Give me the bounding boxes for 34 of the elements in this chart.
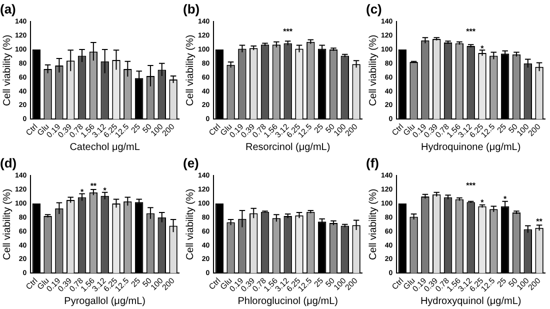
annotation: **	[536, 216, 544, 226]
annotation: *	[504, 194, 508, 204]
x-tick-label: 25	[312, 276, 326, 289]
x-axis-title: Resorcinol (μg/mL)	[245, 142, 330, 153]
chart-title: (f)	[366, 155, 379, 170]
x-tick-label: 25	[129, 276, 142, 289]
annotation: *	[480, 44, 485, 53]
y-axis-title: Cell viability (%)	[184, 34, 196, 106]
x-axis-title: Phloroglucinol (μg/mL)	[238, 296, 338, 307]
chart-title: (e)	[183, 155, 199, 170]
annotation: **	[90, 181, 98, 190]
chart-title: (d)	[0, 155, 17, 170]
x-tick-label: 25	[495, 122, 508, 135]
x-axis-title: Pyrogallol (μg/mL)	[64, 296, 146, 307]
x-tick-label: 25	[495, 276, 508, 289]
y-axis-title: Cell viability (%)	[2, 34, 13, 106]
chart-title: (c)	[366, 1, 382, 16]
x-axis-title: Catechol μg/mL	[70, 142, 140, 153]
annotation: *	[80, 188, 84, 197]
chart-title: (a)	[0, 1, 16, 16]
x-axis-title: Hydroquinone (μg/mL)	[420, 142, 521, 153]
x-axis-title: Hydroxyquinol (μg/mL)	[420, 296, 522, 307]
annotation: *	[103, 186, 108, 196]
x-tick-label: 25	[312, 122, 326, 135]
annotation: ***	[466, 26, 476, 36]
x-tick-label: 25	[129, 122, 142, 135]
y-axis-title: Cell viability (%)	[368, 188, 379, 260]
y-axis-title: Cell viability (%)	[2, 188, 13, 260]
annotation: *	[480, 198, 485, 207]
y-axis-title: Cell viability (%)	[368, 34, 379, 106]
annotation: ***	[283, 26, 294, 36]
chart-title: (b)	[183, 1, 200, 16]
annotation: ***	[466, 180, 476, 190]
y-axis-title: Cell viability (%)	[184, 188, 196, 260]
